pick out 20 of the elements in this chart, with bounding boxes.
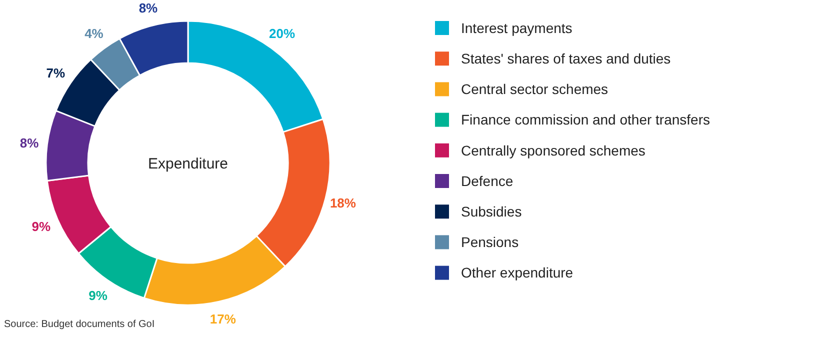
legend-label: Central sector schemes bbox=[461, 81, 608, 98]
legend-label: Interest payments bbox=[461, 20, 572, 36]
legend-label: States' shares of taxes and duties bbox=[461, 50, 671, 66]
legend-label: Defence bbox=[461, 172, 514, 189]
legend-label: Subsidies bbox=[461, 204, 522, 220]
legend-label: Finance commission and other transfers bbox=[461, 112, 710, 128]
data-label: 20% bbox=[269, 26, 296, 42]
legend-label: Pensions bbox=[461, 234, 519, 250]
data-label: 4% bbox=[84, 26, 104, 42]
legend-label: Other expenditure bbox=[461, 264, 574, 281]
data-label: 8% bbox=[138, 0, 158, 16]
data-label: 9% bbox=[88, 288, 108, 303]
legend-label: Centrally sponsored schemes bbox=[461, 142, 646, 158]
data-label: 18% bbox=[330, 195, 356, 210]
data-label: 8% bbox=[20, 135, 40, 150]
source-note: Source: Budget documents of GoI bbox=[4, 319, 155, 330]
text: Expenditure bbox=[148, 155, 228, 172]
data-label: 9% bbox=[32, 219, 51, 234]
data-label: 17% bbox=[210, 312, 236, 327]
data-label: 7% bbox=[46, 66, 66, 81]
